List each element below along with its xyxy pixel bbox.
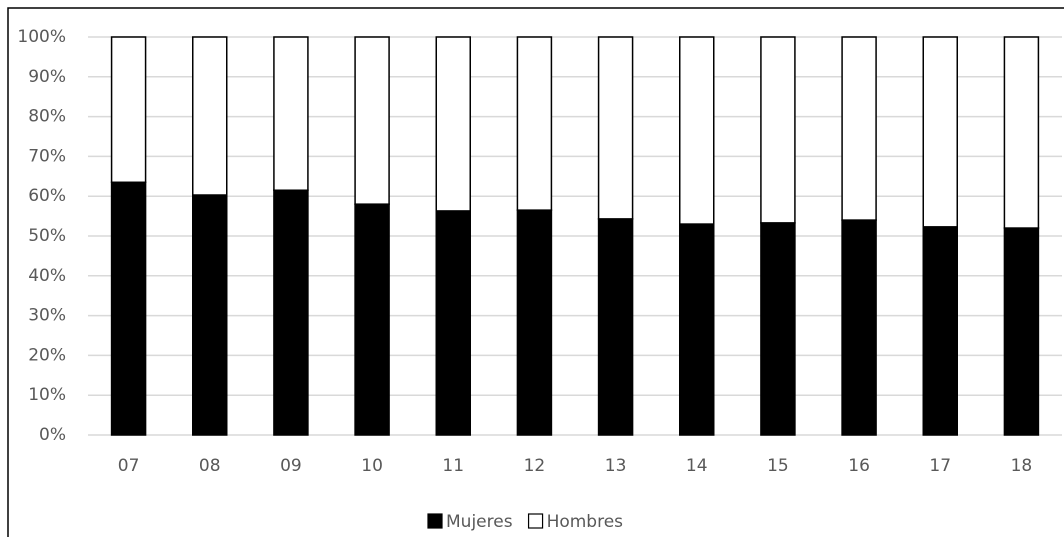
- x-tick-label: 09: [280, 456, 302, 476]
- bar-segment: [1003, 227, 1040, 436]
- bar-segment: [354, 203, 390, 436]
- x-tick-label: 17: [929, 456, 951, 476]
- bar-segment: [354, 36, 390, 205]
- y-tick-label: 90%: [28, 67, 66, 87]
- bar-segment: [679, 223, 715, 436]
- y-tick-label: 0%: [39, 425, 66, 445]
- bar-segment: [435, 210, 471, 436]
- legend-marker: [527, 513, 544, 529]
- bar-segment: [516, 36, 553, 211]
- x-tick-label: 15: [767, 456, 789, 476]
- bar-segment: [110, 181, 147, 436]
- x-tick-label: 10: [361, 456, 383, 476]
- bar-segment: [192, 194, 228, 436]
- x-tick-label: 14: [686, 456, 708, 476]
- y-tick-label: 60%: [28, 186, 66, 206]
- x-tick-label: 08: [199, 456, 221, 476]
- bar-segment: [110, 36, 147, 184]
- bar-segment: [679, 36, 715, 225]
- bar-segment: [192, 36, 228, 196]
- bar-segment: [1003, 36, 1040, 229]
- x-tick-label: 07: [118, 456, 140, 476]
- x-tick-label: 16: [848, 456, 870, 476]
- y-tick-label: 20%: [28, 345, 66, 365]
- bar-segment: [597, 36, 634, 220]
- y-tick-label: 80%: [28, 107, 66, 127]
- bar-segment: [841, 36, 877, 221]
- bar-segment: [273, 189, 309, 436]
- bar-segment: [841, 219, 877, 436]
- x-tick-label: 11: [442, 456, 464, 476]
- bar-segment: [922, 36, 958, 228]
- bar-segment: [516, 209, 553, 436]
- bar-segment: [922, 226, 958, 436]
- bar-segment: [597, 218, 634, 436]
- x-tick-label: 13: [605, 456, 627, 476]
- legend-label: Mujeres: [446, 512, 513, 532]
- legend-marker: [427, 513, 443, 529]
- bar-segment: [273, 36, 309, 191]
- bar-segment: [760, 222, 796, 436]
- legend-label: Hombres: [547, 512, 624, 532]
- x-tick-label: 12: [524, 456, 546, 476]
- bar-segment: [435, 36, 471, 212]
- x-tick-label: 18: [1011, 456, 1033, 476]
- y-tick-label: 40%: [28, 266, 66, 286]
- y-tick-label: 50%: [28, 226, 66, 246]
- y-tick-label: 30%: [28, 306, 66, 326]
- y-tick-label: 70%: [28, 146, 66, 166]
- y-tick-label: 10%: [28, 385, 66, 405]
- y-tick-label: 100%: [17, 27, 66, 47]
- bar-segment: [760, 36, 796, 224]
